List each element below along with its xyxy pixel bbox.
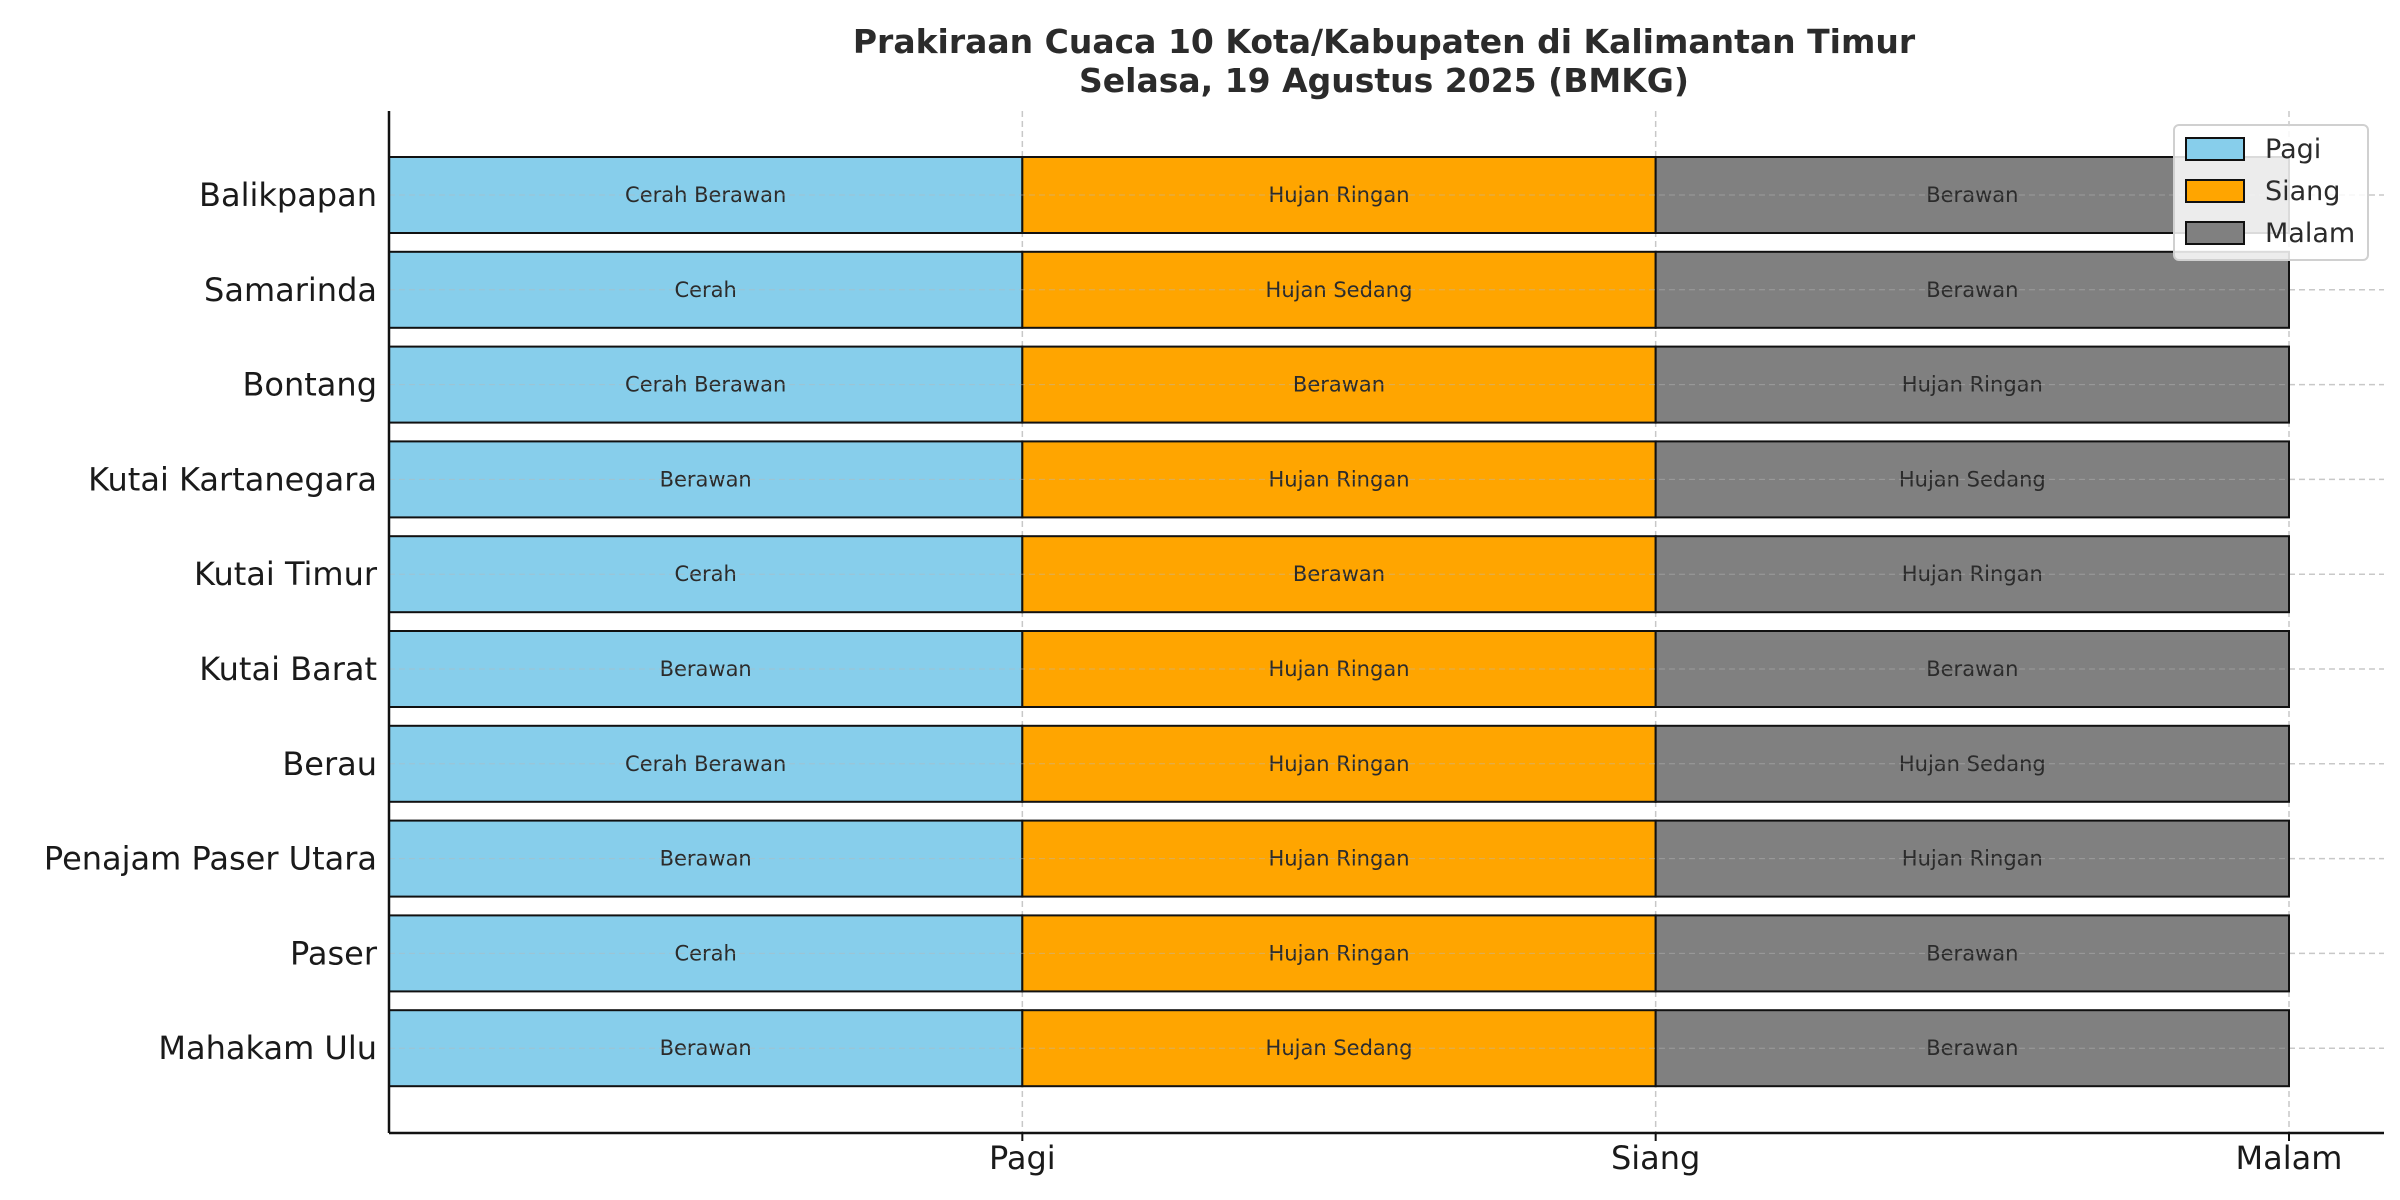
category-label: Kutai Barat	[199, 650, 377, 688]
category-label: Kutai Kartanegara	[88, 460, 377, 498]
chart-subtitle: Selasa, 19 Agustus 2025 (BMKG)	[1079, 61, 1689, 100]
legend-label: Malam	[2265, 218, 2355, 249]
x-tick-label: Pagi	[989, 1139, 1056, 1177]
legend-swatch-siang	[2185, 179, 2245, 203]
legend-swatch-malam	[2185, 221, 2245, 245]
category-label: Samarinda	[204, 271, 377, 309]
category-label: Mahakam Ulu	[158, 1029, 377, 1067]
legend-label: Pagi	[2265, 134, 2321, 165]
category-label: Berau	[282, 745, 377, 783]
category-label: Balikpapan	[199, 176, 377, 214]
category-label: Kutai Timur	[194, 555, 378, 593]
category-label: Penajam Paser Utara	[44, 840, 377, 878]
x-tick-label: Siang	[1611, 1139, 1700, 1177]
category-label: Bontang	[242, 366, 377, 404]
legend-swatch-pagi	[2185, 137, 2245, 161]
legend-label: Siang	[2265, 176, 2340, 207]
x-tick-label: Malam	[2236, 1139, 2343, 1177]
chart-title-line1: Prakiraan Cuaca 10 Kota/Kabupaten di Kal…	[852, 22, 1916, 61]
category-label: Paser	[290, 934, 378, 972]
chart-title: Prakiraan Cuaca 10 Kota/Kabupaten di Kal…	[0, 22, 2400, 100]
